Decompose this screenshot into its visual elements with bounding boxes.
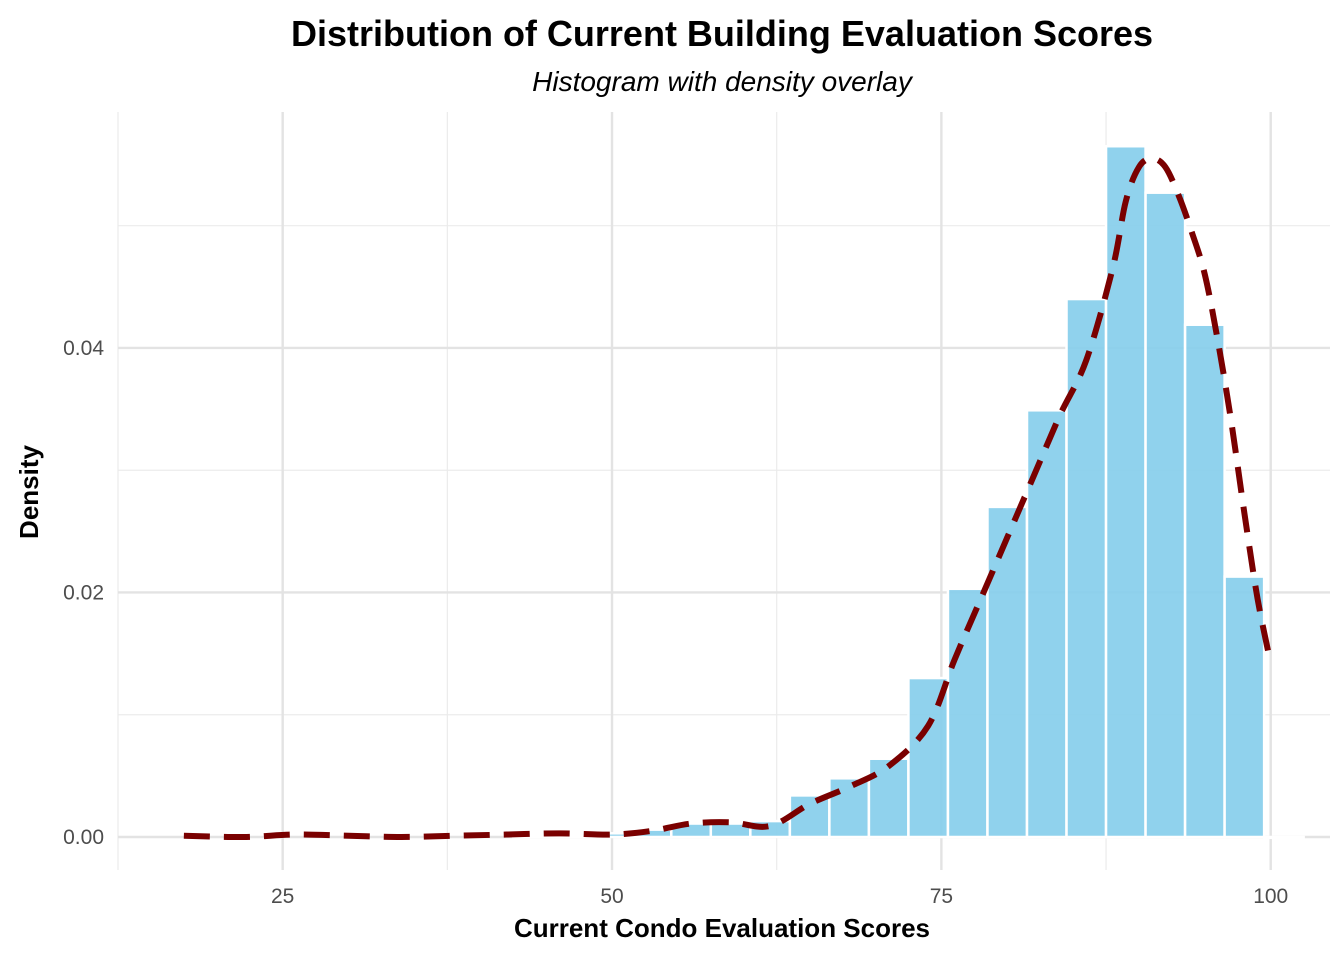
density-line — [183, 155, 1274, 841]
histogram-bar — [1065, 297, 1108, 839]
y-tick-label: 0.02 — [63, 581, 104, 604]
density-overlay — [183, 155, 1274, 841]
y-tick-label: 0.00 — [63, 826, 104, 849]
histogram-bar — [788, 794, 831, 839]
y-tick-label: 0.04 — [63, 337, 104, 360]
x-tick-label: 75 — [930, 885, 953, 908]
histogram-bar — [867, 757, 910, 839]
histogram-bar — [1104, 144, 1147, 839]
y-axis-title: Density — [14, 445, 44, 539]
histogram-bar — [1223, 575, 1266, 839]
y-axis-ticks: 0.00 0.02 0.04 — [63, 337, 104, 849]
x-tick-label: 50 — [600, 885, 623, 908]
x-axis-title: Current Condo Evaluation Scores — [514, 913, 930, 943]
x-tick-label: 25 — [271, 885, 294, 908]
histogram-bar — [1144, 191, 1187, 839]
histogram-bar — [828, 777, 871, 839]
histogram-bar — [1262, 835, 1305, 840]
histogram-bars — [511, 144, 1305, 840]
chart-title: Distribution of Current Building Evaluat… — [291, 13, 1153, 54]
histogram-bar — [1183, 323, 1226, 839]
histogram-bar — [986, 505, 1029, 839]
x-tick-label: 100 — [1253, 885, 1288, 908]
chart-subtitle: Histogram with density overlay — [532, 66, 914, 97]
x-axis-ticks: 25 50 75 100 — [271, 885, 1288, 908]
histogram-bar — [907, 676, 950, 839]
